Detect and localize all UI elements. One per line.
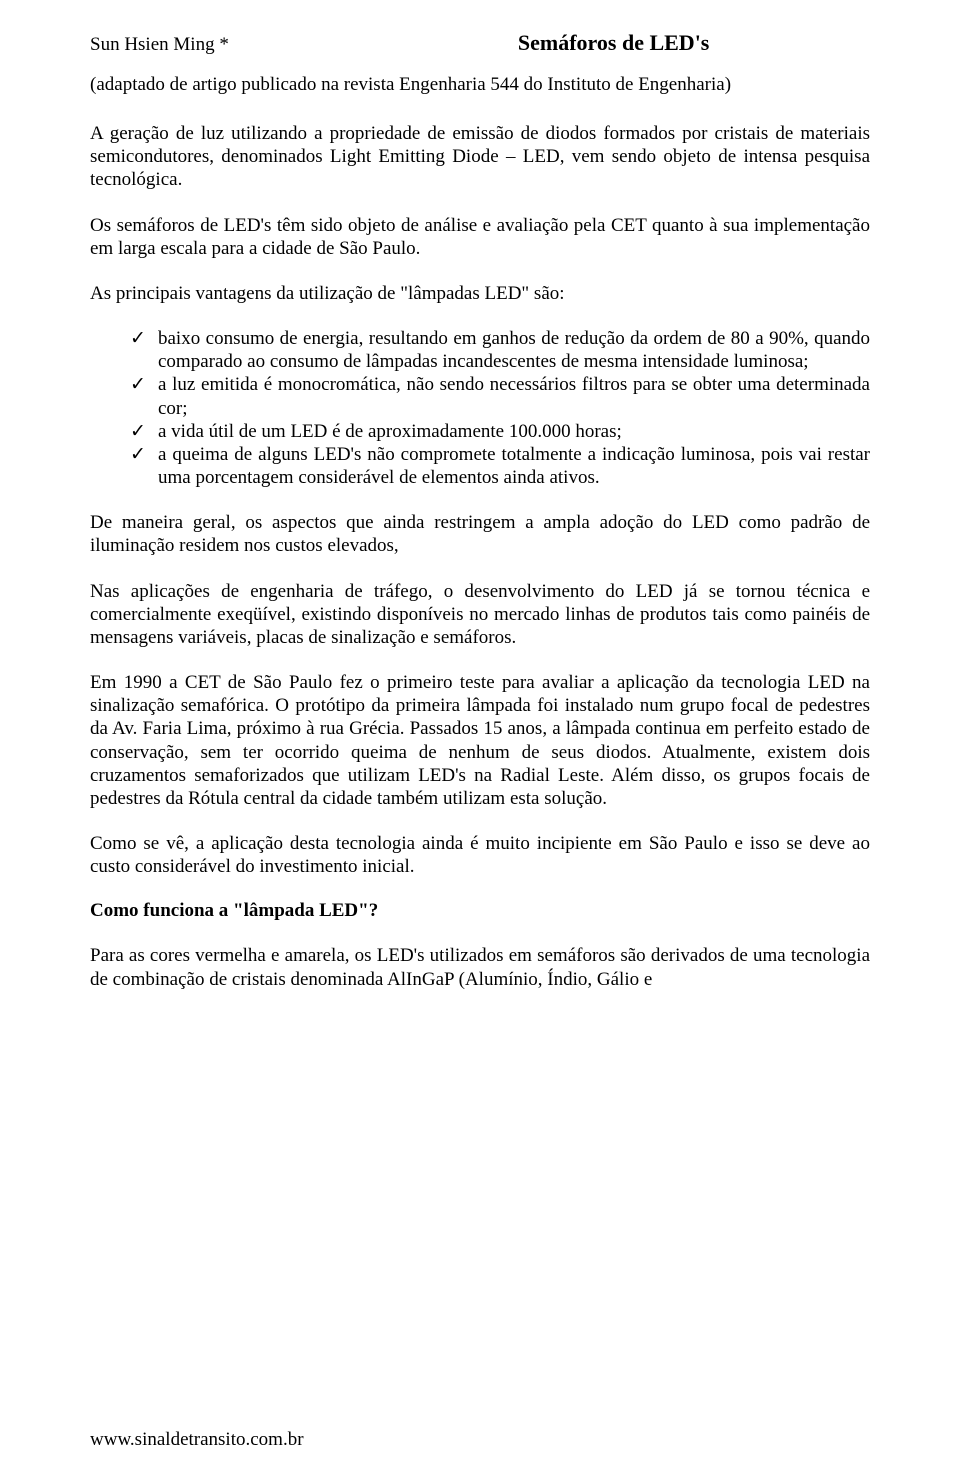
advantages-list: baixo consumo de energia, resultando em … [90, 327, 870, 489]
header-row: Sun Hsien Ming * Semáforos de LED's [90, 30, 870, 56]
list-item: a queima de alguns LED's não compromete … [130, 443, 870, 489]
list-item: a vida útil de um LED é de aproximadamen… [130, 420, 870, 443]
list-item: a luz emitida é monocromática, não sendo… [130, 373, 870, 419]
author-name: Sun Hsien Ming * [90, 30, 417, 56]
paragraph-2: Os semáforos de LED's têm sido objeto de… [90, 214, 870, 260]
paragraph-4: De maneira geral, os aspectos que ainda … [90, 511, 870, 557]
document-page: Sun Hsien Ming * Semáforos de LED's (ada… [0, 0, 960, 1479]
section-heading: Como funciona a "lâmpada LED"? [90, 900, 870, 922]
document-title: Semáforos de LED's [417, 30, 870, 56]
footer-url: www.sinaldetransito.com.br [90, 1429, 304, 1451]
subtitle: (adaptado de artigo publicado na revista… [90, 74, 870, 96]
list-item: baixo consumo de energia, resultando em … [130, 327, 870, 373]
paragraph-7: Como se vê, a aplicação desta tecnologia… [90, 832, 870, 878]
paragraph-6: Em 1990 a CET de São Paulo fez o primeir… [90, 671, 870, 810]
paragraph-3: As principais vantagens da utilização de… [90, 282, 870, 305]
paragraph-8: Para as cores vermelha e amarela, os LED… [90, 944, 870, 990]
paragraph-1: A geração de luz utilizando a propriedad… [90, 122, 870, 192]
paragraph-5: Nas aplicações de engenharia de tráfego,… [90, 580, 870, 650]
